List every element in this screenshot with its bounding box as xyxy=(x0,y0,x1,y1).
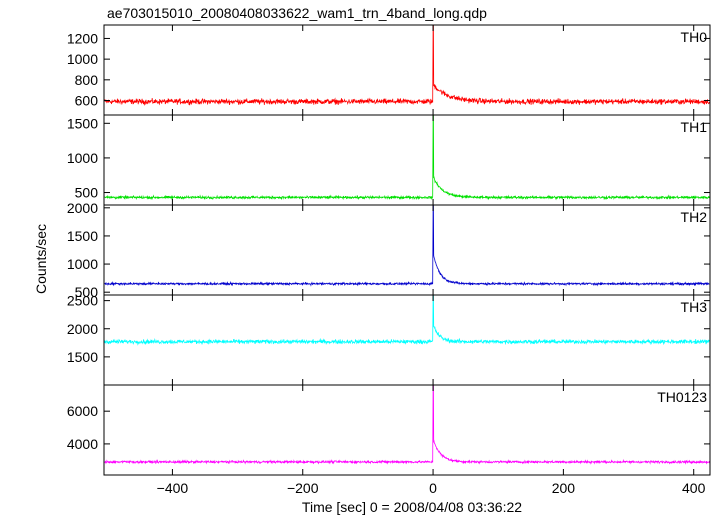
series-line-th2 xyxy=(104,204,710,287)
series-line-th1 xyxy=(104,114,710,201)
x-tick-label: 0 xyxy=(429,480,437,496)
x-axis: −400 −200 0 200 400 xyxy=(157,480,706,496)
chart-title: ae703015010_20080408033622_wam1_trn_4ban… xyxy=(107,5,487,21)
y-tick-label: 1000 xyxy=(67,256,98,272)
y-tick-label: 2500 xyxy=(67,293,98,309)
y-tick-label: 1500 xyxy=(67,349,98,365)
y-tick-label: 1000 xyxy=(67,150,98,166)
x-tick-label: 400 xyxy=(682,480,706,496)
panel-name-label: TH0 xyxy=(681,29,708,45)
panel-name-label: TH3 xyxy=(681,299,708,315)
y-tick-label: 800 xyxy=(75,72,99,88)
series-line-th3 xyxy=(104,294,710,346)
y-tick-label: 500 xyxy=(75,284,99,300)
y-tick-label: 600 xyxy=(75,93,99,109)
x-tick-label: −400 xyxy=(157,480,189,496)
x-tick-label: −200 xyxy=(287,480,319,496)
y-tick-label: 4000 xyxy=(67,436,98,452)
series-line-th0 xyxy=(104,24,710,107)
y-tick-label: 1500 xyxy=(67,228,98,244)
panel-name-label: TH0123 xyxy=(657,389,707,405)
y-tick-label: 6000 xyxy=(67,403,98,419)
panel-frame xyxy=(103,114,711,206)
y-tick-label: 1500 xyxy=(67,115,98,131)
y-tick-label: 1000 xyxy=(67,51,98,67)
panel-th0: 600 800 1000 1200 TH0 xyxy=(67,24,711,116)
y-tick-label: 2000 xyxy=(67,321,98,337)
y-tick-label: 1200 xyxy=(67,30,98,46)
y-axis-label: Counts/sec xyxy=(33,224,49,294)
panel-frame xyxy=(103,384,711,476)
panel-frame xyxy=(103,204,711,296)
panel-name-label: TH1 xyxy=(681,119,708,135)
x-tick-label: 200 xyxy=(552,480,576,496)
y-tick-label: 500 xyxy=(75,185,99,201)
panel-name-label: TH2 xyxy=(681,209,708,225)
panel-th2: 500 1000 1500 2000 TH2 xyxy=(67,200,711,300)
panels-group: 600 800 1000 1200 TH0 500 1000 1500 TH1 500 1000 15… xyxy=(67,24,711,476)
panel-th1: 500 1000 1500 TH1 xyxy=(67,114,711,206)
x-axis-label: Time [sec] 0 = 2008/04/08 03:36:22 xyxy=(302,499,522,515)
panel-th3: 1500 2000 2500 TH3 xyxy=(67,293,711,386)
panel-th0123: 4000 6000 TH0123 xyxy=(67,384,711,476)
y-tick-label: 2000 xyxy=(67,200,98,216)
series-line-th0123 xyxy=(104,384,710,465)
